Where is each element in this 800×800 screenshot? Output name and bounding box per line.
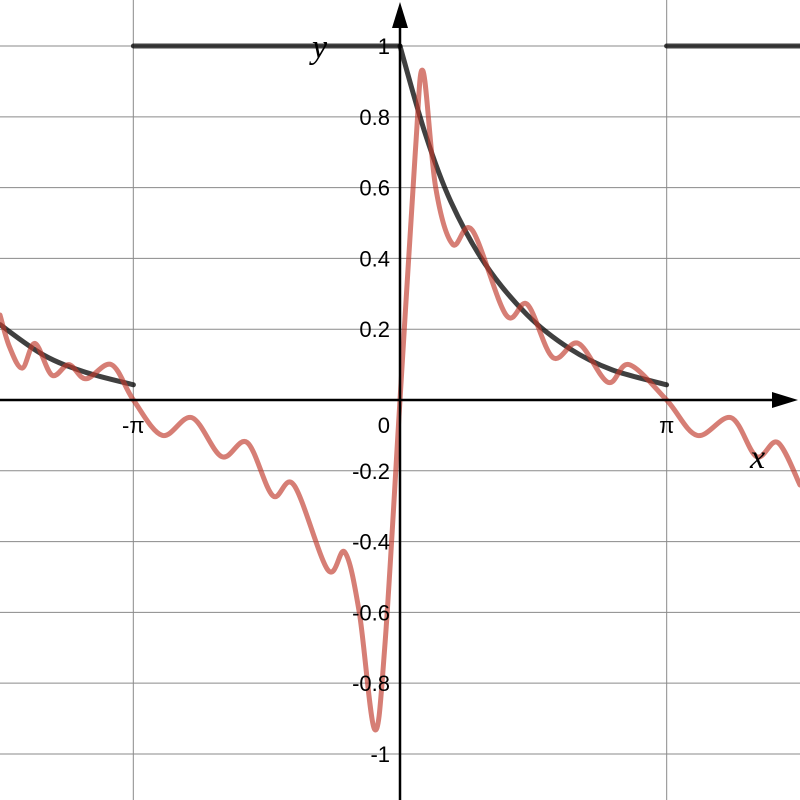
target-curve-segment: [0, 322, 136, 388]
y-tick-label: -0.6: [352, 600, 390, 625]
origin-tick-label: 0: [378, 413, 390, 438]
approximation-curve: [0, 67, 800, 733]
tick-labels: 0 -π π 1 0.8 0.6 0.4 0.2 -0.2 -0.4 -0.6 -0.8 -1: [122, 34, 674, 767]
x-tick-label: π: [659, 413, 674, 438]
x-axis-label: x: [749, 439, 765, 476]
y-tick-label: -1: [370, 742, 390, 767]
y-tick-label: 1: [378, 34, 390, 59]
y-tick-label: 0.4: [359, 246, 390, 271]
y-axis-arrowhead: [392, 2, 408, 28]
y-tick-label: 0.8: [359, 105, 390, 130]
y-axis-label: y: [309, 29, 328, 66]
y-tick-label: -0.2: [352, 459, 390, 484]
x-tick-label: -π: [122, 413, 145, 438]
y-tick-label: 0.6: [359, 176, 390, 201]
y-tick-label: -0.4: [352, 530, 390, 555]
y-tick-label: -0.8: [352, 671, 390, 696]
y-tick-label: 0.2: [359, 317, 390, 342]
target-curve-segment: [397, 43, 670, 388]
series-approximation-curve: [0, 67, 800, 733]
x-axis-arrowhead: [772, 392, 798, 408]
